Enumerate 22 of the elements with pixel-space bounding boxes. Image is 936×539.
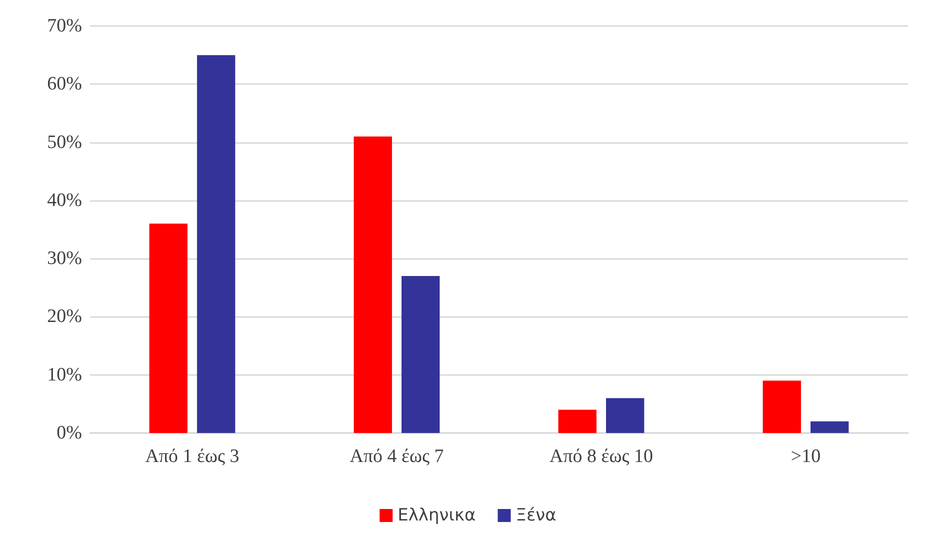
y-tick-label: 30% <box>47 248 82 270</box>
x-tick-label: Από 8 έως 10 <box>549 446 654 467</box>
y-tick-label: 0% <box>56 422 82 444</box>
bar <box>402 276 440 433</box>
legend-label: Ξένα <box>516 506 556 526</box>
x-tick-label: Από 1 έως 3 <box>145 446 240 467</box>
y-tick-label: 40% <box>47 190 82 211</box>
bar <box>762 380 801 433</box>
bar <box>606 398 644 433</box>
bar <box>354 136 392 433</box>
bar <box>810 421 849 433</box>
bar <box>149 224 188 433</box>
y-tick-label: 20% <box>47 306 82 328</box>
y-tick-label: 60% <box>47 74 82 95</box>
y-tick-label: 70% <box>47 16 82 36</box>
y-tick-label: 10% <box>47 364 82 386</box>
x-tick-label: Από 4 έως 7 <box>350 446 444 467</box>
x-tick-label: >10 <box>790 446 821 467</box>
y-tick-label: 50% <box>47 132 82 153</box>
legend-label: Ελληνικα <box>398 506 476 526</box>
bar <box>197 55 236 433</box>
bar <box>558 410 596 433</box>
